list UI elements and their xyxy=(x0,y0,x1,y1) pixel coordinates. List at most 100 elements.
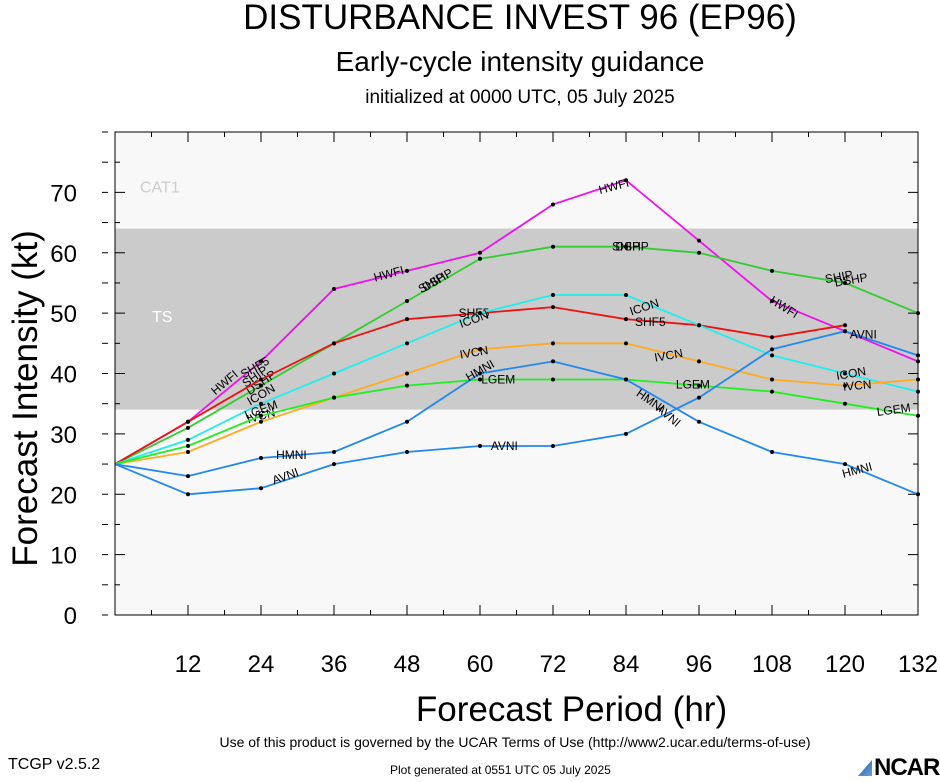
series-line xyxy=(114,179,919,465)
data-point xyxy=(405,419,409,424)
data-point xyxy=(478,443,482,448)
series-label: AVNI xyxy=(491,439,518,453)
series-label: LGEM xyxy=(876,400,912,419)
data-point xyxy=(770,353,774,358)
y-tick-label: 10 xyxy=(50,543,77,570)
series-line xyxy=(114,330,919,496)
data-point xyxy=(405,371,409,376)
y-tick-label: 70 xyxy=(50,180,77,207)
data-point xyxy=(405,299,409,304)
data-point xyxy=(697,359,701,364)
series-label: LGEM xyxy=(676,377,710,391)
data-point xyxy=(186,474,190,479)
series-label: SHIP xyxy=(824,268,854,287)
data-point xyxy=(478,311,482,316)
data-point xyxy=(332,286,336,291)
data-point xyxy=(186,425,190,430)
band-label: CAT1 xyxy=(140,179,180,196)
x-tick-label: 84 xyxy=(613,651,640,678)
y-tick-label: 50 xyxy=(50,301,77,328)
data-point xyxy=(259,383,263,388)
initialization-time: initialized at 0000 UTC, 05 July 2025 xyxy=(365,87,675,108)
data-point xyxy=(697,419,701,424)
data-point xyxy=(186,437,190,442)
data-point xyxy=(332,462,336,467)
data-point xyxy=(770,347,774,352)
data-point xyxy=(478,256,482,261)
y-tick-label: 30 xyxy=(50,422,77,449)
intensity-band xyxy=(115,132,918,229)
series-label: IVCN xyxy=(842,377,872,393)
data-point xyxy=(186,449,190,454)
data-point xyxy=(697,250,701,255)
data-point xyxy=(478,250,482,255)
ncar-logo-text: NCAR xyxy=(874,754,940,781)
data-point xyxy=(843,280,847,285)
data-point xyxy=(259,456,263,461)
y-tick-label: 60 xyxy=(50,241,77,268)
y-tick-label: 0 xyxy=(64,603,77,630)
ncar-logo: NCAR xyxy=(858,754,940,782)
series-line xyxy=(114,294,919,465)
chart-subtitle: Early-cycle intensity guidance xyxy=(335,46,705,77)
data-point xyxy=(186,419,190,424)
data-point xyxy=(551,341,555,346)
x-tick-label: 120 xyxy=(825,651,865,678)
data-point xyxy=(551,443,555,448)
series-label: IVCN xyxy=(459,343,490,362)
data-point xyxy=(843,401,847,406)
series-label: SHF5 xyxy=(459,306,490,320)
data-point xyxy=(624,377,628,382)
data-point xyxy=(478,371,482,376)
data-point xyxy=(259,401,263,406)
data-point xyxy=(697,238,701,243)
data-point xyxy=(624,293,628,298)
series-label: AVNI xyxy=(850,327,877,341)
data-point xyxy=(624,341,628,346)
x-tick-label: 108 xyxy=(752,651,792,678)
chart-title: DISTURBANCE INVEST 96 (EP96) xyxy=(243,0,797,37)
band-label: TS xyxy=(152,309,172,326)
plot-frame xyxy=(114,131,919,616)
x-tick-label: 12 xyxy=(175,651,202,678)
x-axis-title: Forecast Period (hr) xyxy=(416,690,727,729)
data-point xyxy=(624,244,628,249)
data-point xyxy=(770,268,774,273)
data-point xyxy=(770,299,774,304)
data-point xyxy=(259,413,263,418)
data-point xyxy=(332,341,336,346)
series-line xyxy=(114,245,919,465)
data-point xyxy=(405,317,409,322)
data-point xyxy=(697,323,701,328)
x-tick-label: 60 xyxy=(467,651,494,678)
data-point xyxy=(186,443,190,448)
x-tick-label: 36 xyxy=(321,651,348,678)
ncar-logo-icon xyxy=(858,760,872,776)
data-point xyxy=(405,383,409,388)
series-line xyxy=(114,378,919,465)
series-label: SHIP xyxy=(612,240,640,254)
series-label: ICON xyxy=(835,364,867,383)
series-label: HMNI xyxy=(276,448,307,462)
data-point xyxy=(405,449,409,454)
data-point xyxy=(332,395,336,400)
data-point xyxy=(843,329,847,334)
data-point xyxy=(186,492,190,497)
data-point xyxy=(624,178,628,183)
data-point xyxy=(843,383,847,388)
data-point xyxy=(478,347,482,352)
data-point xyxy=(332,371,336,376)
y-tick-label: 20 xyxy=(50,482,77,509)
data-point xyxy=(624,317,628,322)
intensity-band xyxy=(115,409,918,615)
series-label: SHF5 xyxy=(635,315,666,329)
generation-time: Plot generated at 0551 UTC 05 July 2025 xyxy=(390,763,611,777)
data-point xyxy=(624,431,628,436)
data-point xyxy=(259,419,263,424)
data-point xyxy=(259,486,263,491)
data-point xyxy=(332,449,336,454)
data-point xyxy=(843,323,847,328)
data-point xyxy=(770,449,774,454)
data-point xyxy=(770,335,774,340)
